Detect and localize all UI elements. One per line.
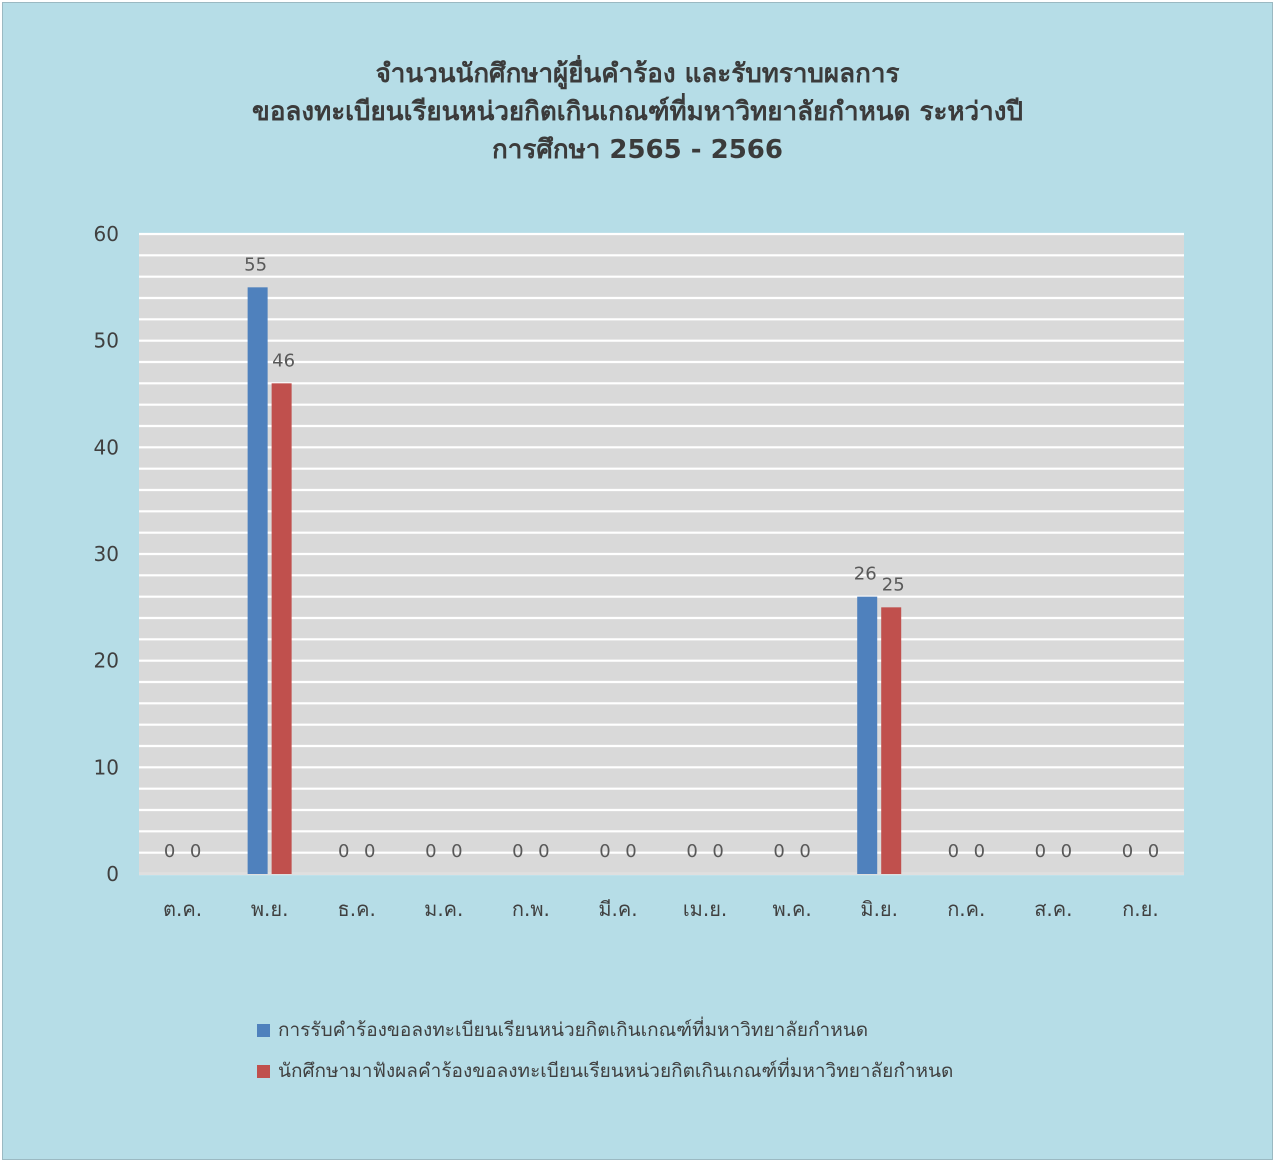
x-tick-label: มิ.ย. — [860, 897, 898, 921]
data-label: 0 — [164, 841, 175, 862]
y-tick-label: 20 — [94, 649, 119, 673]
legend-item-series-2: นักศึกษามาฟังผลคำร้องขอลงทะเบียนเรียนหน่… — [257, 1057, 953, 1085]
data-label: 0 — [425, 841, 436, 862]
legend-swatch-series-2 — [257, 1064, 270, 1078]
chart-legend: การรับคำร้องขอลงทะเบียนเรียนหน่วยกิตเกิน… — [257, 1016, 953, 1098]
x-tick-label: ก.ย. — [1122, 897, 1159, 921]
x-tick-label: มี.ค. — [598, 897, 637, 921]
data-label: 0 — [1148, 841, 1159, 862]
data-label: 0 — [712, 841, 723, 862]
chart-title: จำนวนนักศึกษาผู้ยื่นคำร้อง และรับทราบผลก… — [3, 55, 1272, 169]
data-label: 46 — [272, 350, 295, 371]
data-label: 0 — [773, 841, 784, 862]
chart-title-line-3: การศึกษา 2565 - 2566 — [492, 135, 783, 165]
y-tick-label: 50 — [94, 329, 119, 353]
data-label: 0 — [538, 841, 549, 862]
data-label: 26 — [854, 564, 877, 585]
legend-label-series-1: การรับคำร้องขอลงทะเบียนเรียนหน่วยกิตเกิน… — [278, 1019, 869, 1041]
chart-title-line-2: ขอลงทะเบียนเรียนหน่วยกิตเกินเกณฑ์ที่มหาว… — [252, 97, 1023, 127]
data-label: 0 — [451, 841, 462, 862]
data-label: 0 — [1122, 841, 1133, 862]
y-tick-label: 10 — [94, 755, 119, 779]
bar-series-2 — [271, 383, 292, 874]
x-tick-label: พ.ย. — [251, 897, 289, 921]
data-label: 0 — [799, 841, 810, 862]
y-tick-label: 40 — [94, 435, 119, 459]
x-tick-label: เม.ย. — [683, 897, 727, 921]
data-label: 0 — [190, 841, 201, 862]
x-tick-label: ม.ค. — [424, 897, 463, 921]
x-tick-label: ส.ค. — [1034, 897, 1072, 921]
data-label: 0 — [512, 841, 523, 862]
x-tick-label: ก.ค. — [947, 897, 985, 921]
data-label: 0 — [1035, 841, 1046, 862]
data-label: 0 — [364, 841, 375, 862]
data-label: 0 — [948, 841, 959, 862]
x-tick-label: ธ.ค. — [338, 897, 376, 921]
x-tick-label: ก.พ. — [512, 897, 550, 921]
chart-title-line-1: จำนวนนักศึกษาผู้ยื่นคำร้อง และรับทราบผลก… — [375, 59, 900, 89]
x-tick-label: พ.ค. — [772, 897, 811, 921]
data-label: 0 — [686, 841, 697, 862]
x-tick-label: ต.ค. — [163, 897, 202, 921]
bar-series-1 — [857, 596, 878, 874]
data-label: 55 — [244, 254, 267, 275]
legend-swatch-series-1 — [257, 1023, 270, 1037]
y-tick-label: 60 — [94, 222, 119, 246]
legend-item-series-1: การรับคำร้องขอลงทะเบียนเรียนหน่วยกิตเกิน… — [257, 1016, 953, 1044]
bar-series-2 — [881, 607, 902, 874]
y-tick-label: 0 — [106, 862, 119, 886]
legend-label-series-2: นักศึกษามาฟังผลคำร้องขอลงทะเบียนเรียนหน่… — [278, 1060, 954, 1082]
data-label: 25 — [882, 574, 905, 595]
data-label: 0 — [974, 841, 985, 862]
data-label: 0 — [1061, 841, 1072, 862]
bar-series-1 — [247, 287, 268, 874]
data-label: 0 — [599, 841, 610, 862]
y-tick-label: 30 — [94, 542, 119, 566]
data-label: 0 — [625, 841, 636, 862]
data-label: 0 — [338, 841, 349, 862]
